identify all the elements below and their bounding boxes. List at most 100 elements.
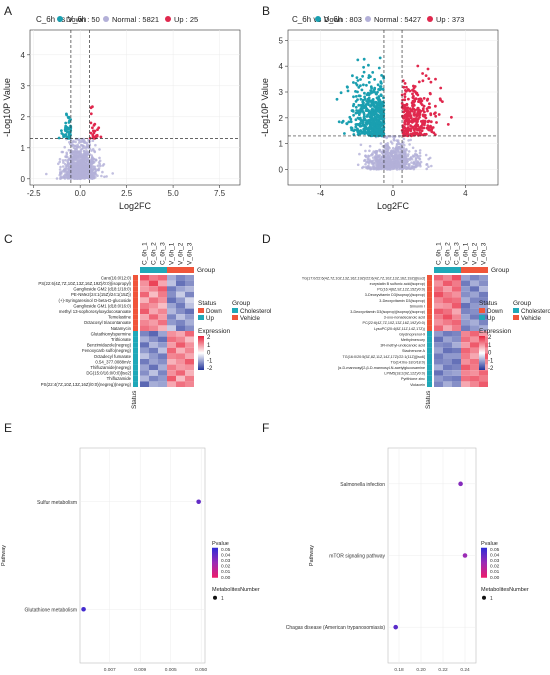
volcano-b-point-normal [390,162,394,166]
volcano-b-point-normal [372,166,375,169]
enrichment-plot-f: Salmonella infection mTOR signaling pathw… [286,447,529,673]
enrichment-f-pvalue-bar [481,547,487,578]
heatmap-d-cell [470,359,479,365]
heatmap-c-cell [140,353,149,359]
enrichment-f-xtick-label: 0.22 [438,667,448,673]
volcano-a-point-normal [100,174,103,178]
heatmap-c-cell [185,359,194,365]
volcano-b-point-normal [394,154,398,157]
volcano-b-point-down [361,74,364,78]
heatmap-c-cell [167,353,176,359]
volcano-b-legend-label: Normal : 5427 [374,15,421,24]
heatmap-d-cell [470,342,479,348]
volcano-b-point-down [367,103,370,107]
heatmap-d-cell [479,331,488,337]
volcano-a-legend-label: Normal : 5821 [112,15,159,24]
heatmap-c-cell [176,325,185,331]
enrichment-f-point [393,624,399,630]
volcano-b-point-down [355,83,359,87]
heatmap-c-cell [140,325,149,331]
volcano-b-point-up [418,100,422,103]
heatmap-c-cell [158,331,167,337]
volcano-b-point-up [412,117,416,121]
volcano-b-point-down [378,85,382,88]
heatmap-d-cell [452,364,461,371]
heatmap-d-row-label: 3R-methyl-undecanoic acid [380,344,425,348]
volcano-b-point-normal [368,149,371,153]
heatmap-d-row-label: eurystatin B sulfonic acid(isoprop) [370,282,425,286]
volcano-b-point-normal [425,167,429,171]
volcano-b-point-down [376,114,380,118]
volcano-a-legend-swatch [103,16,109,22]
volcano-b-point-down [357,94,361,98]
heatmap-d-cell [479,381,488,387]
volcano-b-point-normal [365,160,368,164]
heatmap-d-column-label: C_6h_3 [454,242,461,265]
heatmap-d-cell [479,275,488,281]
enrichment-e-point [81,606,86,612]
volcano-a-point-normal [70,144,74,148]
heatmap-d-column-label: V_6h_2 [472,242,479,265]
volcano-b-legend-label: Up : 373 [436,15,464,24]
volcano-b-ylabel: -Log10P Value [260,78,270,137]
volcano-b-point-down [367,63,370,67]
heatmap-d-cell [434,275,443,281]
volcano-b-point-down [378,56,382,60]
volcano-b-point-up [429,80,433,84]
volcano-b-point-down [382,122,386,125]
volcano-b-point-down [380,115,383,119]
volcano-b-point-up [404,129,408,133]
volcano-b-point-down [382,96,385,100]
volcano-b-point-down [335,97,339,101]
volcano-b-point-normal [385,147,389,151]
heatmap-c-group-bar-cell [140,267,149,273]
volcano-b-point-down [368,127,372,130]
heatmap-d-cell [443,275,452,281]
heatmap-d-cell [461,314,470,320]
volcano-b-point-up [416,106,420,110]
heatmap-d-row-label: Methylmercury [401,338,425,342]
heatmap-c-cell [167,291,176,298]
heatmap-c-cell [167,342,176,348]
heatmap-c-status-cell [133,303,138,309]
heatmap-c-cell [185,275,194,281]
heatmap-c-cell [158,291,167,298]
heatmap-d-cell [470,375,479,382]
heatmap-c-cell [176,303,185,309]
volcano-b-point-normal [379,142,383,145]
volcano-b-ytick-label: 3 [279,88,284,97]
heatmap-d-cell [452,381,461,387]
volcano-b-xlabel: Log2FC [377,201,410,211]
volcano-b-point-normal [413,154,417,157]
volcano-b-point-normal [414,149,418,153]
volcano-a-point-down [67,115,71,119]
volcano-a-point-normal [101,170,104,174]
heatmap-c-cell [149,364,158,371]
volcano-b-point-down [379,112,383,116]
volcano-b-point-down [358,124,362,128]
heatmap-d-cell [470,331,479,337]
volcano-b-point-normal [418,149,422,152]
volcano-b-ytick-label: 1 [279,140,284,149]
heatmap-c-cell [185,319,194,326]
heatmap-d-cell [443,297,452,303]
heatmap-c-cell [176,275,185,281]
heatmap-d-status-legend-label: Down [487,308,503,315]
heatmap-c-status-cell [133,347,138,354]
volcano-a-point-normal [61,159,65,162]
volcano-a-point-normal [88,162,91,165]
heatmap-d-cell [452,353,461,359]
volcano-b-point-normal [391,146,395,150]
heatmap-c-status-cell [133,319,138,326]
volcano-a-legend-label: Down : 50 [66,15,100,24]
volcano-b-point-up [409,116,413,120]
volcano-a-point-normal [71,167,74,171]
volcano-b-point-normal [385,168,389,171]
volcano-b-point-normal [396,149,400,153]
heatmap-d-cell [443,359,452,365]
heatmap-c-cell [149,336,158,343]
volcano-a-point-normal [78,141,81,144]
heatmap-c-cell [149,342,158,348]
heatmap-c-cell [158,370,167,376]
